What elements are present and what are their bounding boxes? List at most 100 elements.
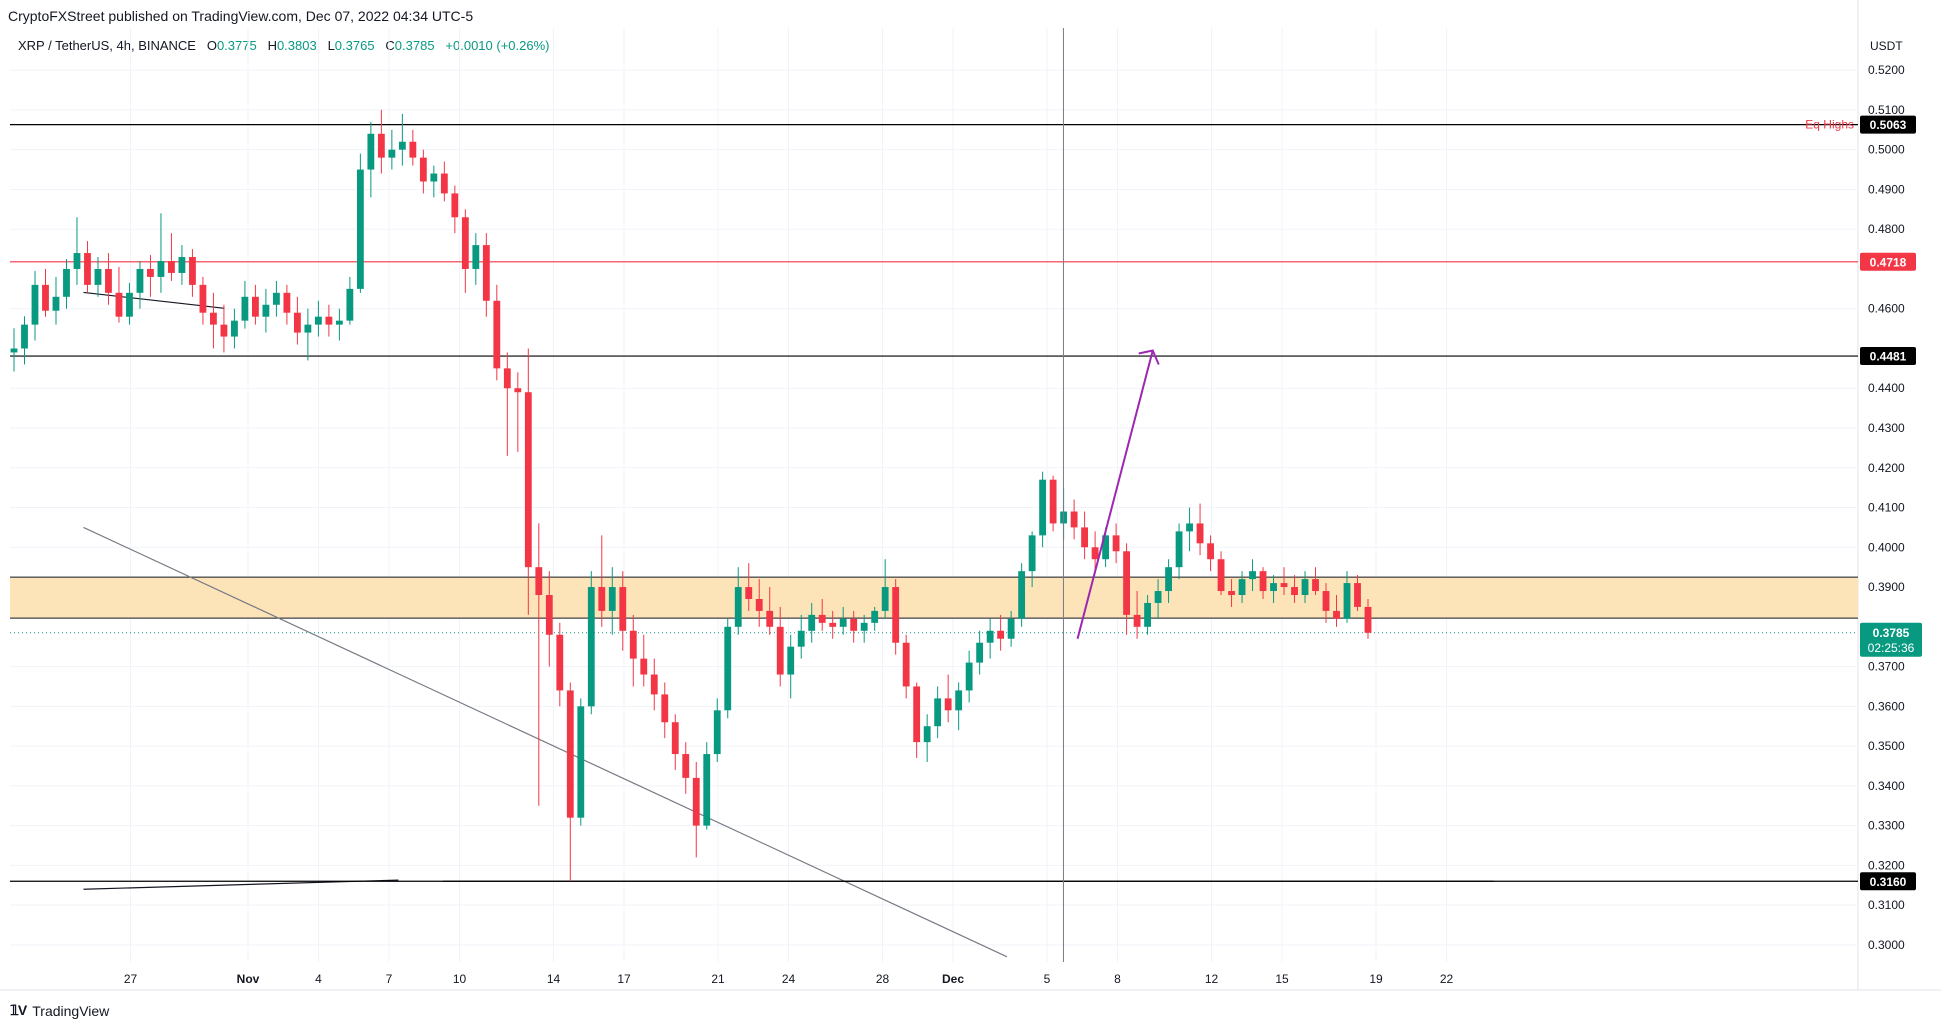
candle-body	[220, 324, 228, 337]
candle-body	[10, 348, 18, 353]
price-chart[interactable]: USDT 0.5200 0.5100 0.5000 0.4900 0.4800 0.460…	[0, 0, 1941, 1000]
level-badge-label: 0.4481	[1870, 350, 1907, 364]
candle-body	[105, 268, 112, 293]
y-tick-label: 0.4100	[1868, 501, 1905, 515]
candle-body	[640, 658, 648, 675]
open-label: O	[206, 38, 217, 53]
candle-body	[21, 324, 28, 349]
candle-body	[556, 634, 564, 691]
candle-body	[367, 133, 375, 170]
candle-body	[461, 217, 469, 269]
candle-body	[923, 726, 931, 743]
time-axis[interactable]: 27 Nov 4 7 10 14 17 21 24 28 Dec 5 8 12 15 19 22	[124, 972, 1454, 986]
candle-body	[157, 261, 165, 277]
candle-body	[1343, 583, 1351, 619]
candle-body	[1228, 591, 1235, 596]
candle-body	[1070, 511, 1078, 528]
candle-body	[199, 284, 207, 313]
candle-body	[493, 300, 501, 369]
projection-arrow	[1076, 349, 1160, 639]
candle-body	[787, 646, 795, 675]
projection-line	[1076, 350, 1154, 639]
candle-body	[31, 284, 39, 325]
level-annotation: Eq Highs	[1805, 118, 1854, 132]
candle-body	[178, 257, 186, 273]
candle-body	[325, 316, 333, 325]
candle-body	[210, 312, 217, 325]
candle-body	[1039, 479, 1047, 536]
candle-body	[850, 618, 858, 631]
candle-body	[598, 587, 606, 611]
candle-body	[42, 284, 49, 311]
candle-body	[1259, 571, 1267, 592]
candle-body	[577, 706, 585, 818]
y-tick-label: 0.3400	[1868, 779, 1905, 793]
candle-body	[1154, 591, 1162, 603]
level-badge-label: 0.4718	[1870, 255, 1907, 269]
candle-body	[168, 261, 175, 273]
candle-body	[1049, 479, 1057, 524]
candle-body	[1270, 583, 1277, 592]
x-tick-label: 15	[1275, 972, 1289, 986]
candle-body	[965, 662, 973, 691]
x-tick-label: 24	[782, 972, 796, 986]
candle-body	[587, 587, 595, 707]
candle-body	[398, 141, 406, 150]
last-price-label: 0.3785	[1873, 626, 1910, 640]
candle-body	[629, 630, 637, 659]
candle-body	[566, 690, 574, 818]
level-badge	[1860, 872, 1916, 891]
y-tick-label: 0.5100	[1868, 103, 1905, 117]
tradingview-logo-icon: 𝟙V	[10, 1002, 27, 1018]
candle-body	[283, 292, 291, 313]
price-axis[interactable]: USDT 0.5200 0.5100 0.5000 0.4900 0.4800 0.460…	[1868, 39, 1905, 952]
candle-body	[335, 320, 343, 325]
candle-body	[251, 296, 259, 317]
candle-body	[776, 626, 784, 675]
high-value: 0.3803	[276, 38, 317, 53]
candle-body	[136, 268, 144, 293]
candle-body	[430, 173, 438, 182]
candle-body	[1301, 579, 1309, 596]
countdown-label: 02:25:36	[1868, 641, 1915, 655]
candle-body	[241, 296, 249, 321]
candle-body	[272, 292, 280, 305]
y-tick-label: 0.4000	[1868, 540, 1905, 554]
y-tick-label: 0.3900	[1868, 580, 1905, 594]
candle-body	[1123, 551, 1131, 615]
symbol-title: XRP / TetherUS, 4h, BINANCE	[18, 38, 196, 53]
level-badge-label: 0.5063	[1870, 118, 1907, 132]
low-value: 0.3765	[334, 38, 375, 53]
candle-body	[734, 587, 742, 627]
x-tick-label: 14	[547, 972, 561, 986]
supply-zone	[10, 576, 1858, 619]
x-tick-label: 5	[1044, 972, 1051, 986]
y-tick-label: 0.4300	[1868, 421, 1905, 435]
y-tick-label: 0.4900	[1868, 182, 1905, 196]
candle-body	[304, 324, 312, 333]
candle-body	[1364, 606, 1372, 633]
candle-body	[1291, 587, 1298, 596]
candle-body	[262, 304, 270, 317]
level-badge	[1860, 347, 1916, 366]
candle-body	[482, 245, 490, 301]
candle-body	[293, 312, 301, 333]
candle-body	[619, 587, 627, 631]
candle-body	[346, 288, 354, 321]
grid-lines	[0, 0, 1941, 991]
y-tick-label: 0.5000	[1868, 143, 1905, 157]
candle-body	[1175, 531, 1183, 568]
x-tick-label: Nov	[237, 972, 260, 986]
candle-body	[976, 642, 984, 663]
y-tick-label: 0.4200	[1868, 461, 1905, 475]
level-badge	[1860, 252, 1916, 271]
candle-body	[1091, 547, 1099, 560]
y-tick-label: 0.3000	[1868, 938, 1905, 952]
candle-body	[650, 674, 658, 695]
level-badge-label: 0.3160	[1870, 875, 1907, 889]
candle-body	[1018, 571, 1026, 619]
candle-body	[409, 141, 417, 158]
open-value: 0.3775	[216, 38, 257, 53]
candle-body	[955, 690, 963, 711]
candle-body	[860, 622, 868, 631]
